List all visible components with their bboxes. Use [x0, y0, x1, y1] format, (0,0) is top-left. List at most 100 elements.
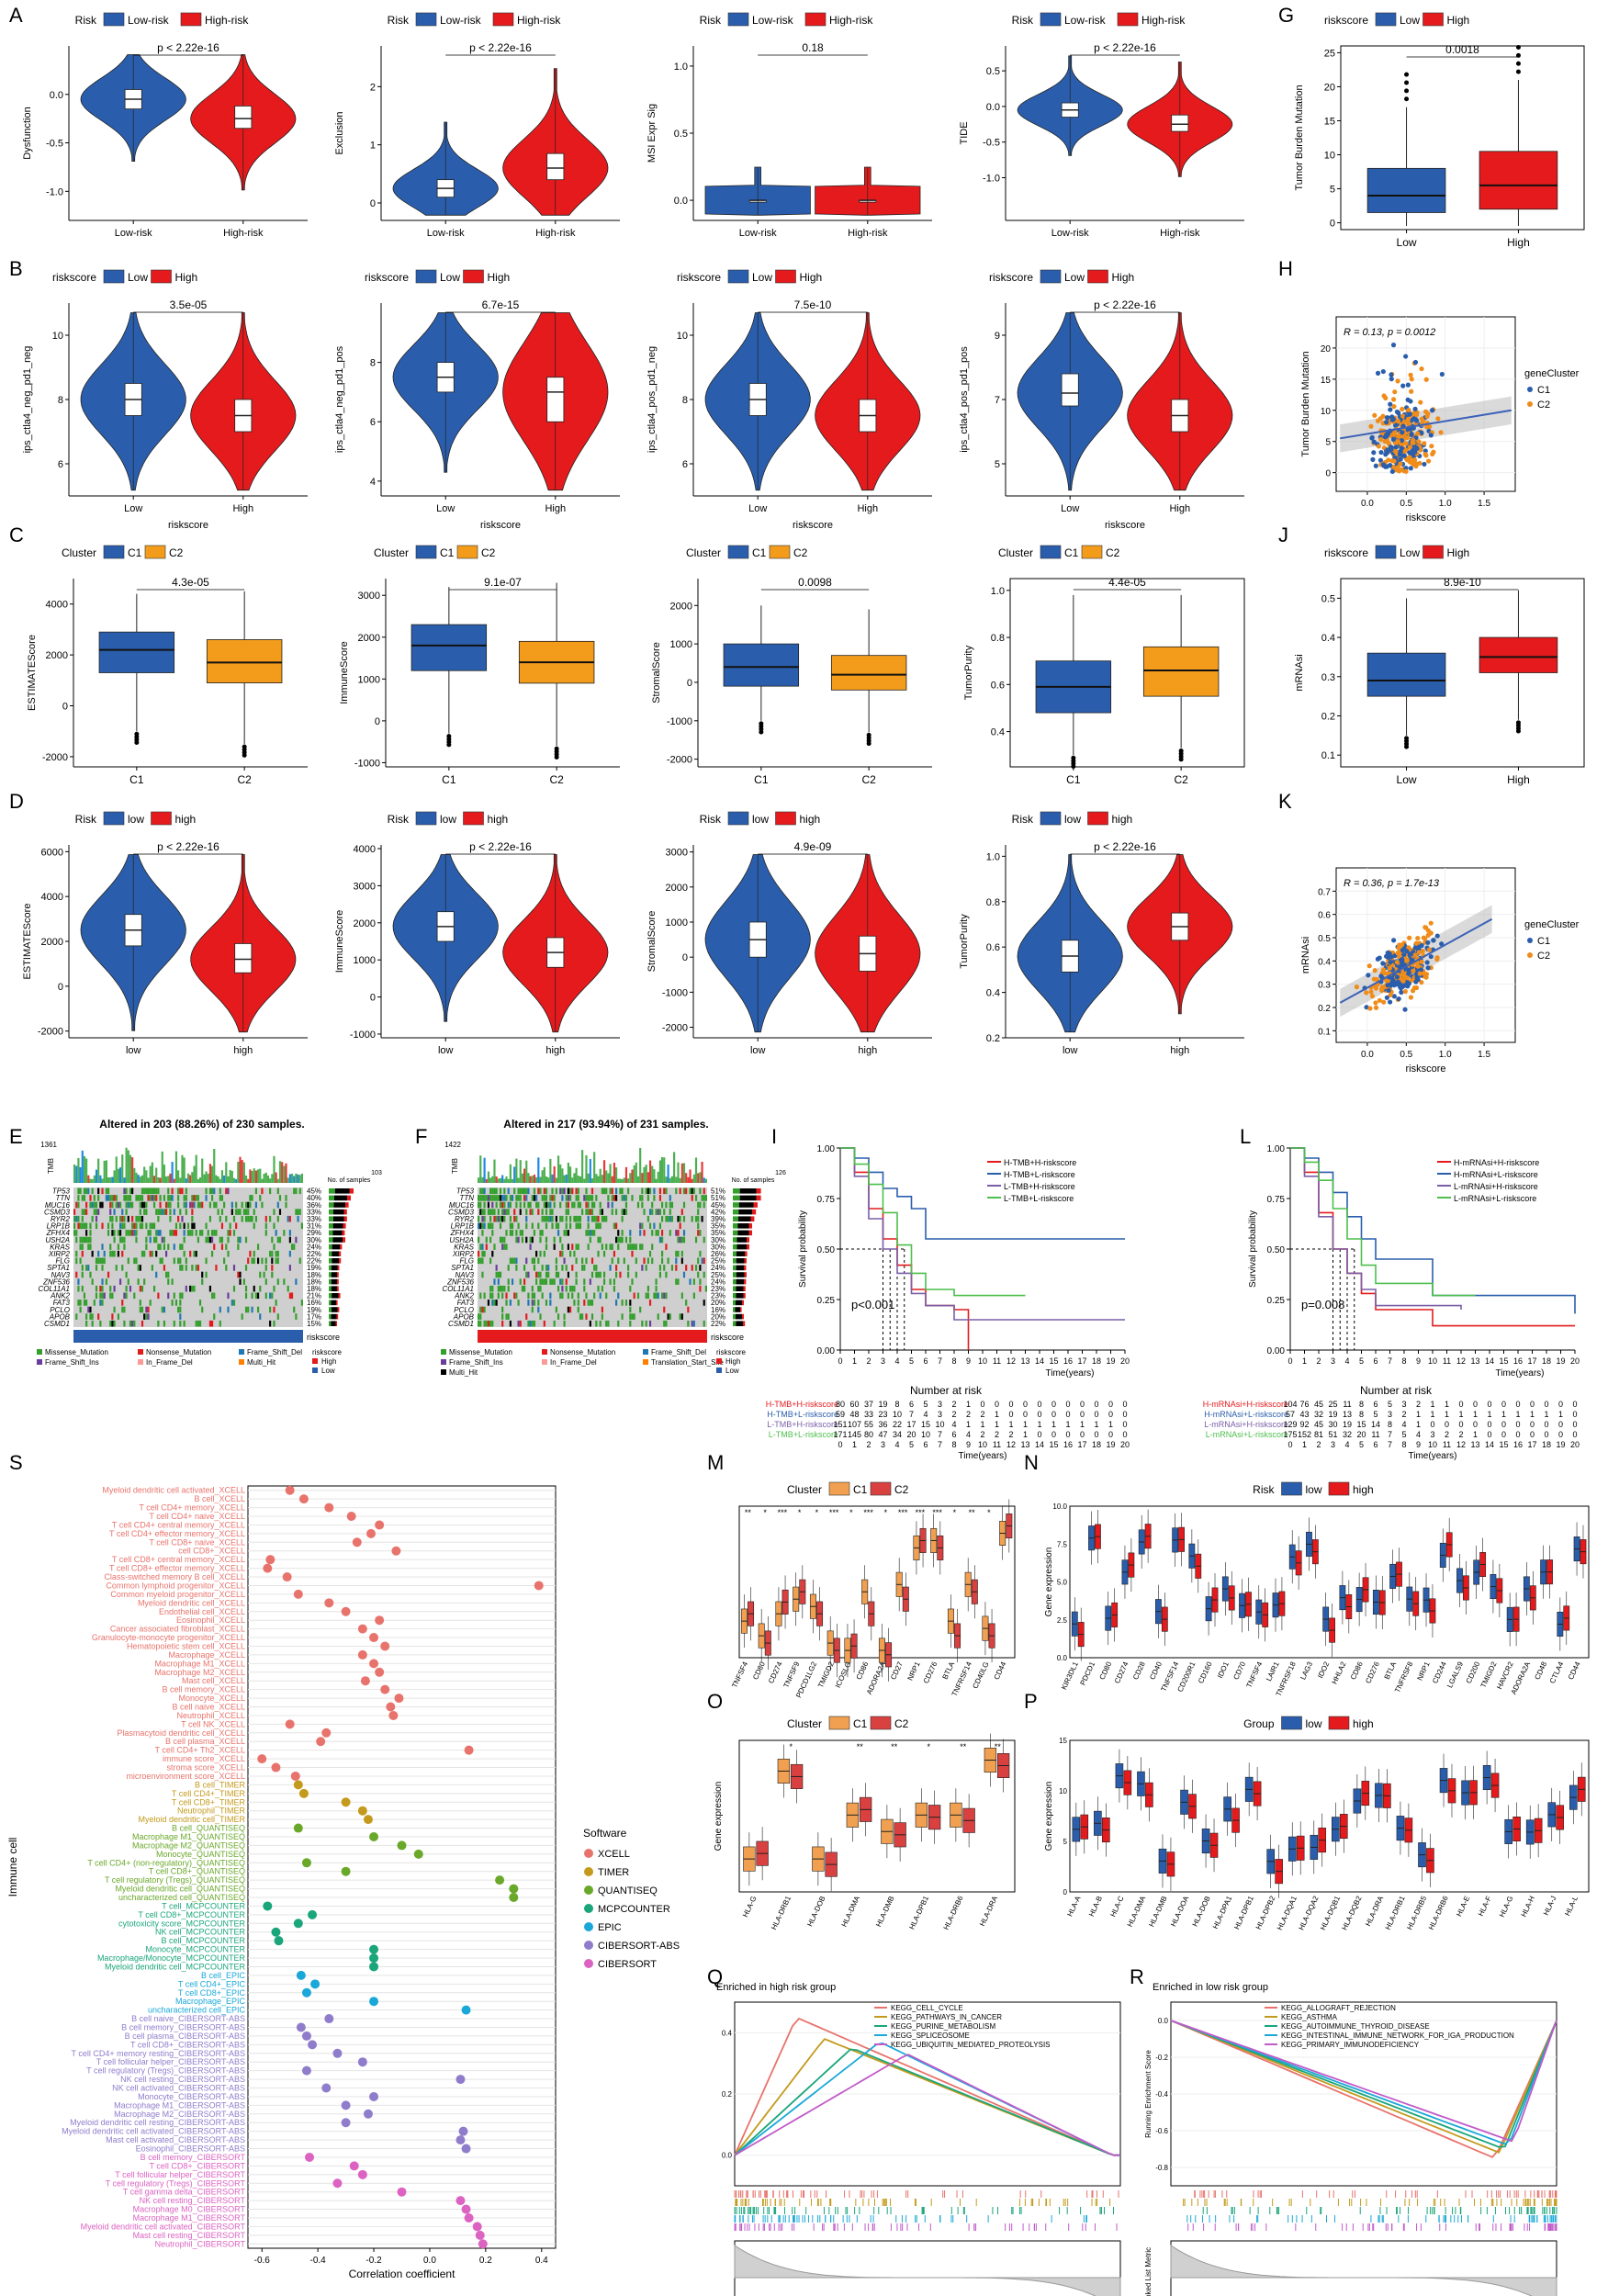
gene-label: CSMD1: [448, 1320, 474, 1328]
mutation-cell: [509, 1320, 512, 1327]
mutation-cell: [155, 1209, 158, 1215]
mutation-cell: [247, 1209, 250, 1215]
mutation-cell: [478, 1250, 480, 1257]
mutation-cell: [173, 1209, 175, 1215]
legend-label: CIBERSORT-ABS: [598, 1941, 680, 1952]
x-tick-label: CD28: [1131, 1660, 1147, 1682]
risk-table-cell: 0: [995, 1400, 999, 1409]
legend-dot: [584, 1959, 593, 1968]
mutation-cell: [539, 1250, 542, 1257]
gene-bar: [329, 1321, 332, 1326]
y-tick-label: 10: [1324, 151, 1335, 162]
immune-cell-label: T cell regulatory (Tregs)_QUANTISEQ: [105, 1875, 245, 1885]
tmb-bar: [704, 1178, 707, 1183]
gene-label: SPTA1: [451, 1264, 474, 1272]
mutation-cell: [155, 1187, 158, 1195]
data-point: [1388, 407, 1393, 412]
mutation-cell: [179, 1320, 182, 1327]
panel-letter-g: G: [1278, 4, 1294, 27]
mutation-cell: [585, 1195, 588, 1201]
y-tick-label: 0.4: [986, 988, 1000, 999]
risk-table-cell: 0: [1108, 1400, 1113, 1409]
immune-cell-label: uncharacterized cell_QUANTISEQ: [118, 1893, 245, 1902]
tmb-bar: [491, 1176, 494, 1183]
mutation-cell: [79, 1300, 82, 1306]
mutation-cell: [567, 1292, 569, 1300]
mutation-cell: [278, 1236, 282, 1244]
mutation-cell: [91, 1187, 94, 1195]
mutation-cell: [595, 1271, 598, 1278]
y-tick-label: 2.5: [1057, 1616, 1068, 1625]
risk-table-cell: 81: [1314, 1430, 1323, 1439]
risk-table-cell: 0: [1473, 1420, 1478, 1429]
mutation-cell: [648, 1300, 652, 1306]
mutation-cell: [235, 1201, 238, 1209]
risk-table-cell: 2: [995, 1430, 999, 1439]
data-point: [1395, 951, 1400, 956]
data-point: [1408, 372, 1413, 377]
y-tick-label: -0.8: [1155, 2164, 1168, 2172]
mutation-cell: [631, 1244, 634, 1250]
tmb-bar: [244, 1175, 248, 1183]
mutation-cell: [77, 1201, 80, 1209]
gene-bar: [736, 1265, 744, 1271]
legend-swatch: [151, 811, 172, 826]
data-point: [1426, 423, 1433, 430]
mutation-cell: [577, 1244, 579, 1250]
side-axis-label: No. of samples: [732, 1177, 775, 1184]
mutation-cell: [77, 1278, 80, 1285]
mutation-cell: [647, 1195, 649, 1201]
y-axis-label: Gene expression: [1044, 1548, 1054, 1617]
gene-bar: [739, 1188, 757, 1194]
percent-label: 20%: [711, 1299, 725, 1307]
legend-title: geneCluster: [1524, 919, 1580, 930]
legend-swatch: [103, 12, 125, 27]
x-tick-label: TNFSF4: [1244, 1660, 1264, 1690]
mutation-cell: [275, 1257, 277, 1265]
mutation-cell: [491, 1187, 494, 1195]
mutation-cell: [503, 1285, 506, 1292]
mutation-cell: [179, 1292, 182, 1300]
mutation-cell: [99, 1201, 102, 1209]
mutation-cell: [107, 1187, 110, 1195]
mutation-cell: [517, 1236, 520, 1244]
lollipop-point: [341, 1866, 351, 1876]
immune-cell-label: T cell regulatory (Tregs)_CIBERSORT-ABS: [86, 2066, 245, 2076]
mutation-cell: [551, 1278, 554, 1285]
tmb-bar: [703, 1177, 705, 1183]
mutation-cell: [165, 1250, 168, 1257]
pvalue-label: p < 2.22e-16: [1094, 41, 1156, 54]
oncoplot-background: [73, 1187, 303, 1327]
data-point: [1400, 413, 1406, 419]
immune-cell-label: Class-switched memory B cell_XCELL: [104, 1572, 245, 1581]
tmb-bar: [147, 1177, 150, 1183]
mutation-cell: [655, 1292, 658, 1300]
gene-bar: [745, 1251, 748, 1256]
risk-table-cell: 0: [1487, 1400, 1491, 1409]
mutation-cell: [493, 1209, 496, 1215]
mutation-cell: [89, 1230, 92, 1236]
data-point: [1415, 431, 1421, 436]
mutation-cell: [269, 1187, 272, 1195]
mutation-cell: [161, 1209, 163, 1215]
mutation-cell: [703, 1257, 705, 1265]
mutation-cell: [89, 1313, 92, 1320]
tmb-bar: [167, 1176, 170, 1183]
tmb-bar: [189, 1175, 192, 1183]
significance-stars: ***: [898, 1508, 908, 1517]
significance-stars: ***: [932, 1508, 942, 1517]
data-point: [1409, 432, 1414, 438]
mutation-cell: [561, 1215, 564, 1222]
panel-letter-o: O: [707, 1690, 723, 1713]
mutation-cell: [135, 1215, 138, 1222]
data-point: [1373, 1005, 1379, 1010]
gene-bar: [733, 1272, 737, 1277]
y-tick-label: 0.6: [1318, 911, 1331, 921]
risk-table-cell: 1: [1473, 1430, 1478, 1439]
mutation-cell: [525, 1187, 528, 1195]
panel-letter-j: J: [1278, 523, 1288, 546]
mutation-cell: [547, 1271, 550, 1278]
mutation-cell: [225, 1187, 228, 1195]
mutation-cell: [703, 1236, 705, 1244]
mutation-cell: [139, 1285, 141, 1292]
